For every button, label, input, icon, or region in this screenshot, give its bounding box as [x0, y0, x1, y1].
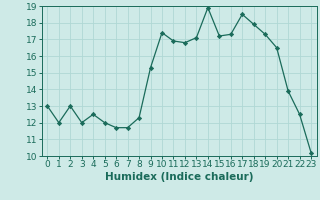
- X-axis label: Humidex (Indice chaleur): Humidex (Indice chaleur): [105, 172, 253, 182]
